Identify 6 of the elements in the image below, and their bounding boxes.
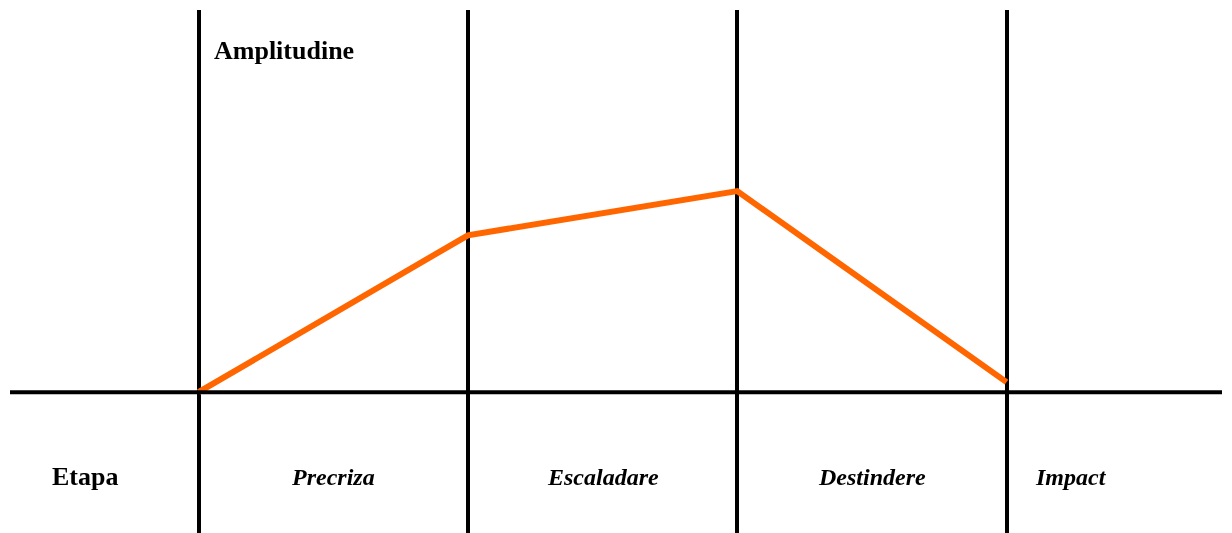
text: Escaladare [547,464,660,490]
text: Precriza [291,464,375,490]
text: Destindere [818,464,926,490]
text: Impact [1035,464,1107,490]
y-axis-title: Amplitudine [214,36,355,65]
x-axis-title: Etapa [52,462,119,491]
